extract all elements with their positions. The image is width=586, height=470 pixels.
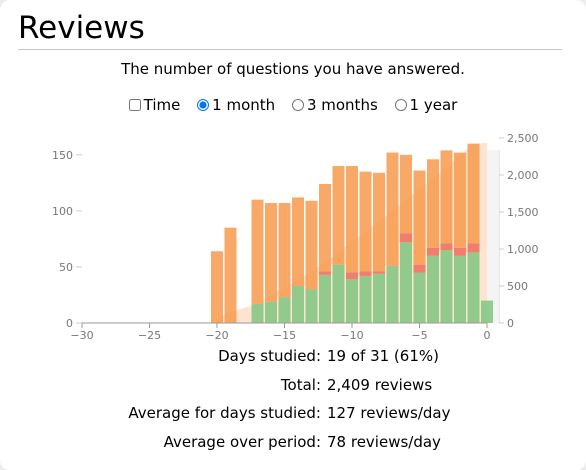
range-3-months[interactable]: 3 months [291,96,383,114]
bar-relearn [454,247,466,256]
bar-mature [305,289,318,323]
range-1-year-label: 1 year [409,96,458,114]
time-toggle[interactable]: Time [128,96,186,114]
bar-relearn [373,271,385,274]
time-label: Time [143,96,181,114]
stat-value: 2,409 reviews [327,375,433,394]
stat-row-total: Total: 2,409 reviews [0,376,586,405]
y-right-tick-label: 0 [507,317,514,330]
y-left-tick-label: 150 [52,149,73,162]
bar-young [251,199,264,304]
bar-mature [481,300,493,323]
bar-mature [373,273,385,323]
bar-mature [386,265,399,323]
stat-label: Total: [280,375,321,394]
range-1-month-label: 1 month [212,96,276,114]
range-3-months-radio[interactable] [291,99,304,111]
bar-young [454,152,466,248]
bar-young [224,227,237,323]
range-3-months-label: 3 months [306,96,378,114]
bar-relearn [467,243,480,253]
y-left-tick-label: 0 [66,317,73,330]
bar-young [427,159,439,248]
reviews-chart: −30 −25 −20 −15 −10 −5 0 0 50 100 150 0 500 1,000 1,50… [52,132,539,342]
section-title: Reviews [18,10,145,46]
range-1-month-radio[interactable] [197,99,210,111]
bar-mature [467,252,480,323]
bar-relearn [400,233,412,243]
bar-young [359,171,372,272]
x-tick-label: −20 [205,329,228,342]
bar-mature [251,303,264,323]
bar-relearn [440,243,453,251]
bar-mature [413,272,426,323]
y-left-tick-label: 50 [59,261,73,274]
time-checkbox[interactable] [128,99,141,111]
bar-relearn [427,247,439,256]
stat-value: 127 reviews/day [327,404,451,422]
y-right-tick-label: 1,000 [507,243,539,256]
y-right-tick-label: 2,000 [507,169,539,182]
range-1-year[interactable]: 1 year [394,96,458,114]
stat-row-average-period: Average over period: 78 reviews/day [0,433,586,462]
bar-mature [292,286,304,323]
y-right-tick-label: 1,500 [507,206,539,219]
range-1-year-radio[interactable] [394,99,407,111]
y-right-tick-label: 500 [507,280,528,293]
section-subtitle: The number of questions you have answere… [121,60,465,78]
bar-young [346,166,358,273]
bar-young [332,166,345,265]
bar-mature [427,255,439,323]
x-tick-label: −30 [70,329,93,342]
right-axis-shade [487,150,499,323]
range-selector: Time 1 month 3 months 1 year [0,96,586,114]
bar-mature [440,250,453,323]
bar-young [265,203,277,302]
bar-mature [265,301,277,323]
bar-young [319,183,331,272]
bar-mature [400,242,412,323]
stat-label: Average for days studied: [128,404,321,422]
bar-relearn [346,272,358,280]
bar-mature [332,264,345,323]
stat-value: 78 reviews/day [327,432,441,451]
bar-mature [359,275,372,323]
bar-young [413,170,426,265]
title-divider [18,49,562,50]
bar-young [467,143,480,244]
bar-young [278,203,291,298]
bar-mature [278,297,291,323]
bar-young [400,154,412,234]
bar-mature [454,255,466,323]
bar-young [305,200,318,290]
y-left-tick-label: 100 [52,205,73,218]
right-axis-line [499,150,500,323]
range-1-month[interactable]: 1 month [197,96,280,114]
bar-mature [319,274,331,323]
stat-row-days-studied: Days studied: 19 of 31 (61%) [0,347,586,376]
bar-young [440,150,453,244]
x-tick-label: −15 [273,329,296,342]
x-tick-label: −25 [138,329,161,342]
stat-row-average-days-studied: Average for days studied: 127 reviews/da… [0,404,586,433]
bar-young [386,152,399,266]
x-tick-label: −5 [411,329,427,342]
x-tick-label: −10 [340,329,363,342]
stats-table: Days studied: 19 of 31 (61%) Total: 2,40… [0,347,586,461]
bar-young [211,251,223,323]
bar-relearn [359,271,372,276]
bar-relearn [319,271,331,275]
stat-value: 19 of 31 (61%) [327,347,439,365]
bar-relearn [413,264,426,273]
stat-label: Average over period: [163,432,321,451]
y-right-tick-label: 2,500 [507,132,539,145]
bar-young [373,172,385,272]
x-tick-label: 0 [484,329,491,342]
stat-label: Days studied: [218,347,321,365]
bar-young [292,197,304,286]
bar-mature [346,279,358,323]
